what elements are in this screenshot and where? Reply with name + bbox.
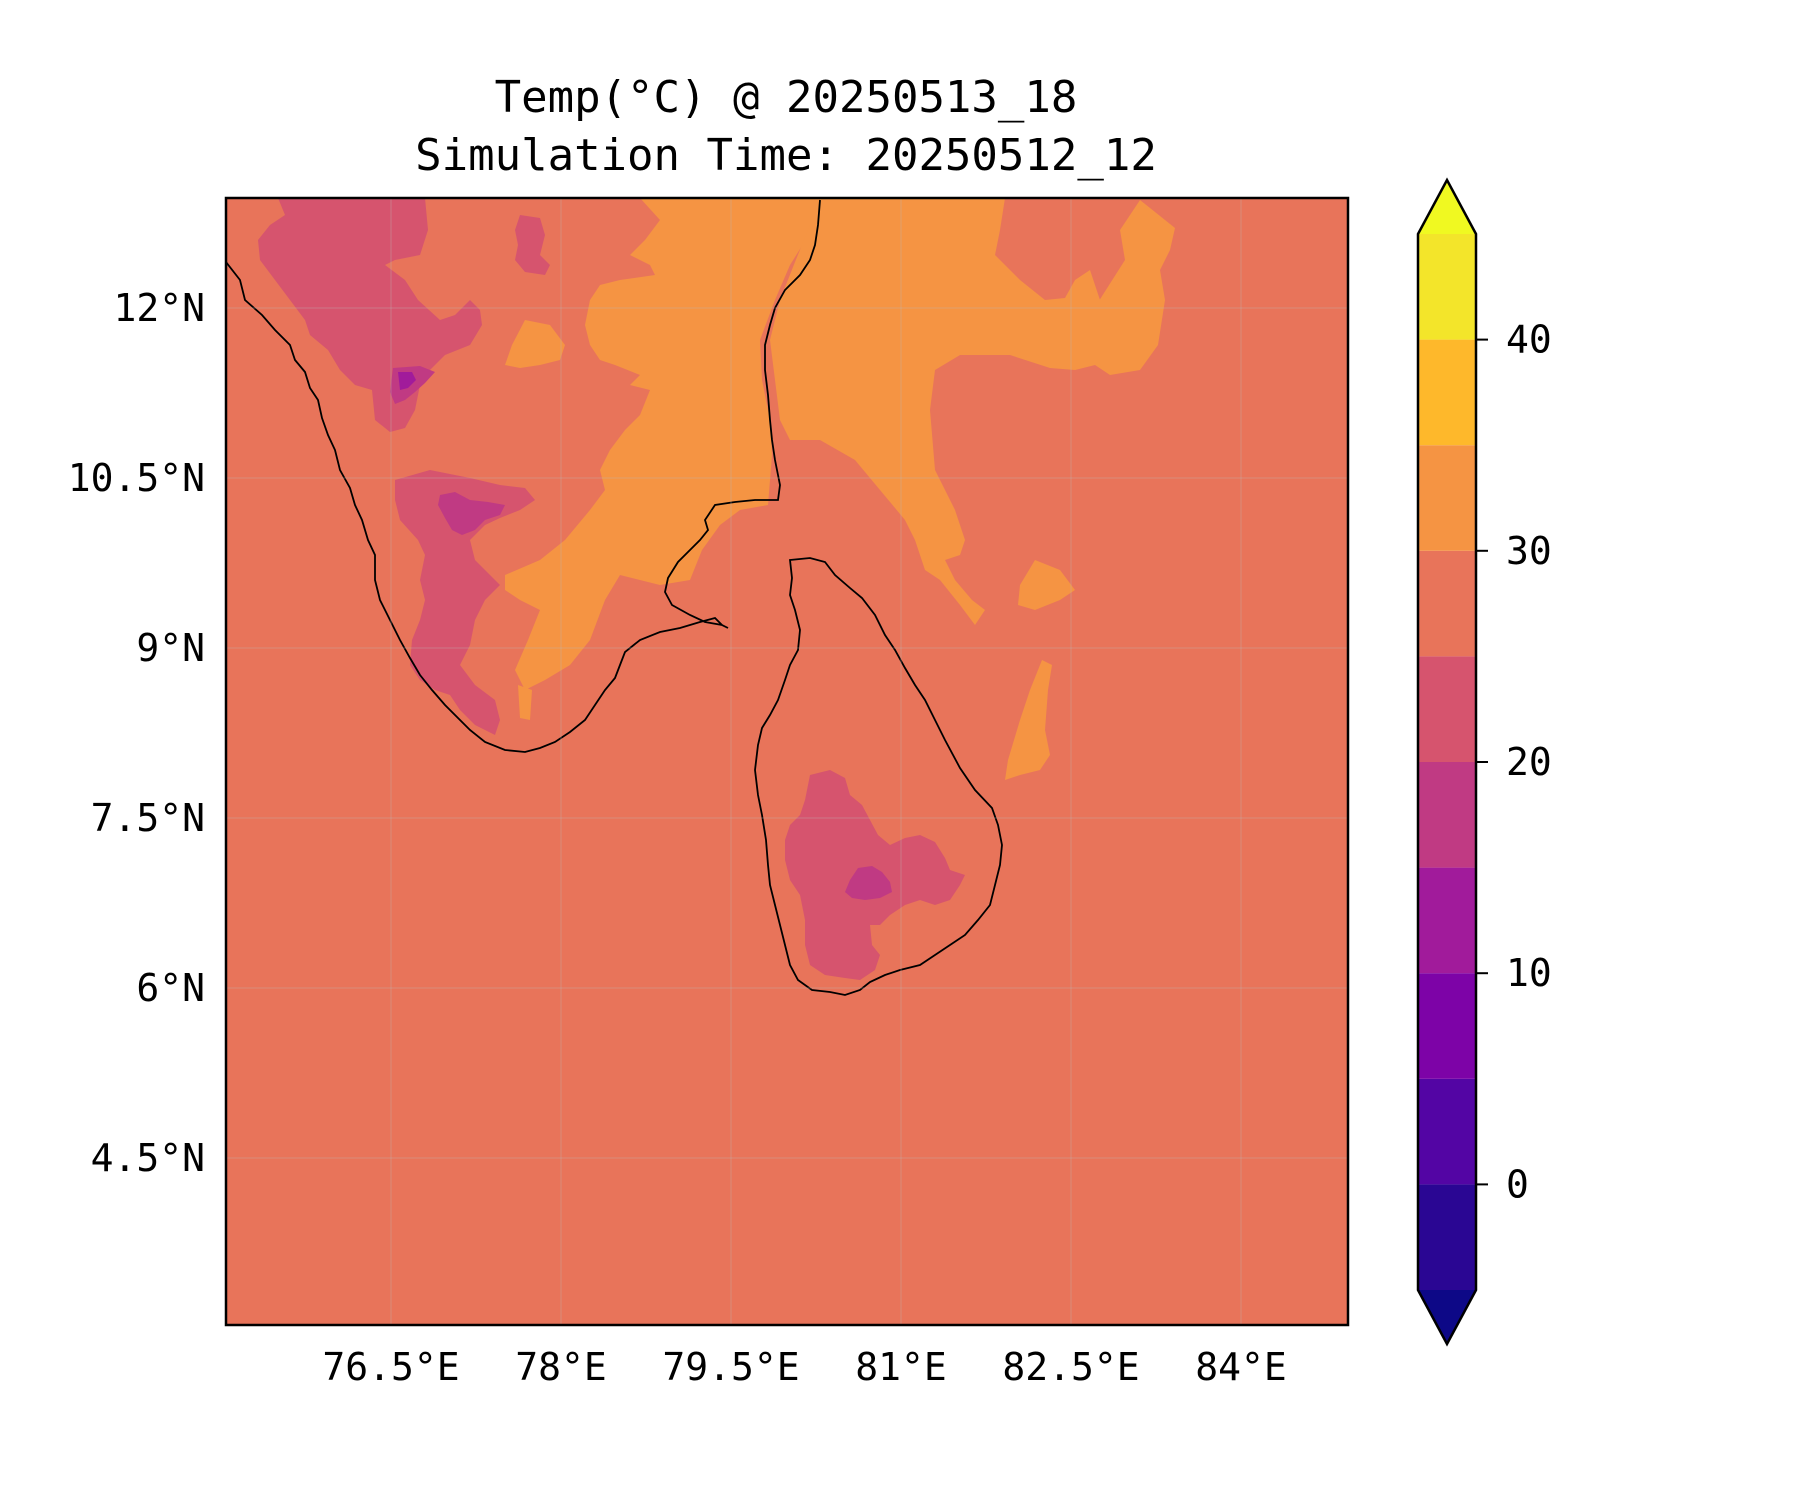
colorbar-over-extension <box>1418 180 1476 234</box>
colorbar-tick-label: 40 <box>1506 318 1552 362</box>
colorbar-band <box>1418 550 1476 657</box>
y-tick-label: 9°N <box>136 626 205 670</box>
temp-zone-30-35-northeast-coast <box>770 198 1175 625</box>
temp-zone-30-35-small-central <box>505 320 565 368</box>
temp-zone-30-35-sea-east <box>1005 660 1052 780</box>
map-area <box>226 198 1348 1325</box>
y-tick-label: 4.5°N <box>91 1136 205 1180</box>
colorbar-band <box>1418 445 1476 551</box>
map-frame <box>224 196 1350 1327</box>
sri-lanka-coastline <box>754 557 1003 996</box>
colorbar-band <box>1418 973 1476 1079</box>
colorbar-outline <box>1416 177 1478 1347</box>
temp-zone-15-20-anamalai <box>438 492 505 535</box>
colorbar: 0 10 20 30 40 <box>1416 177 1552 1347</box>
colorbar-tick-label: 0 <box>1506 1162 1529 1206</box>
colorbar-tick-label: 30 <box>1506 529 1552 573</box>
colorbar-band <box>1418 762 1476 868</box>
colorbar-band <box>1418 1184 1476 1290</box>
y-tick-label: 12°N <box>113 286 205 330</box>
y-tick-label: 6°N <box>136 966 205 1010</box>
x-tick-label: 84°E <box>1195 1345 1287 1389</box>
colorbar-tick-label: 20 <box>1506 740 1552 784</box>
x-axis-ticks: 76.5°E 78°E 79.5°E 81°E 82.5°E 84°E <box>322 1345 1286 1389</box>
y-axis-ticks: 12°N 10.5°N 9°N 7.5°N 6°N 4.5°N <box>68 286 205 1180</box>
chart-subtitle: Simulation Time: 20250512_12 <box>415 130 1157 181</box>
colorbar-tick-label: 10 <box>1506 951 1552 995</box>
temp-zone-20-25-western-ghats-north-upper <box>515 215 550 275</box>
coastlines <box>226 199 1003 996</box>
x-tick-label: 79.5°E <box>662 1345 799 1389</box>
x-tick-label: 81°E <box>855 1345 947 1389</box>
colorbar-band <box>1418 234 1476 340</box>
temp-zone-30-35-east-india <box>505 198 815 690</box>
colorbar-band <box>1418 656 1476 762</box>
x-tick-label: 82.5°E <box>1002 1345 1139 1389</box>
gridlines <box>226 198 1348 1325</box>
x-tick-label: 76.5°E <box>322 1345 459 1389</box>
colorbar-band <box>1418 1078 1476 1185</box>
y-tick-label: 7.5°N <box>91 796 205 840</box>
temp-zone-30-35-east-spot <box>1018 560 1075 610</box>
temp-zone-30-35-southwest-spot <box>518 685 532 720</box>
temp-zone-20-25-western-ghats-south <box>395 470 535 735</box>
colorbar-under-extension <box>1418 1290 1476 1344</box>
x-tick-label: 78°E <box>515 1345 607 1389</box>
india-coastline <box>226 199 821 753</box>
temp-zone-15-20-sri-lanka-peak <box>845 866 892 900</box>
colorbar-band <box>1418 867 1476 974</box>
colorbar-band <box>1418 339 1476 446</box>
y-tick-label: 10.5°N <box>68 456 205 500</box>
temp-zone-10-15-nilgiris-peak <box>398 372 416 390</box>
chart-title: Temp(°C) @ 20250513_18 <box>495 72 1078 123</box>
